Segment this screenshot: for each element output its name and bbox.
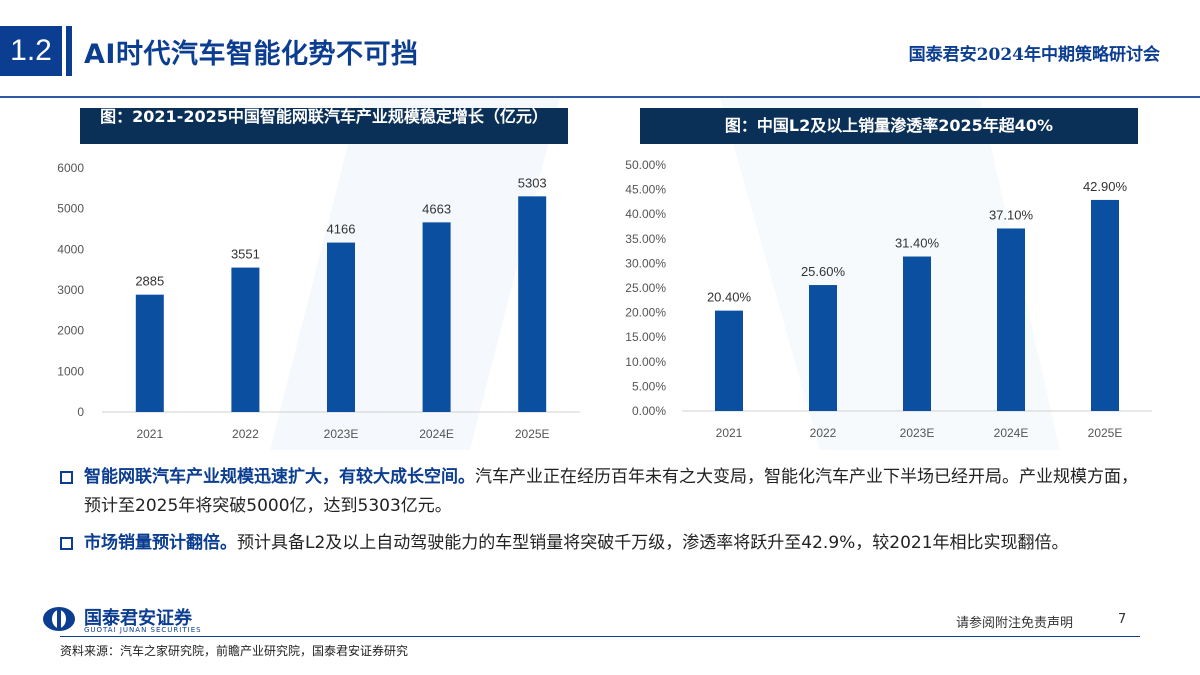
chart-2-header: 图：中国L2及以上销量渗透率2025年超40% — [640, 108, 1138, 144]
data-label: 20.40% — [707, 290, 752, 305]
y-tick-label: 2000 — [57, 324, 84, 338]
bar — [997, 228, 1025, 411]
y-tick-label: 15.00% — [625, 330, 666, 344]
bullet-item: 市场销量预计翻倍。预计具备L2及以上自动驾驶能力的车型销量将突破千万级，渗透率将… — [60, 529, 1150, 558]
disclaimer-link[interactable]: 请参阅附注免责声明 — [956, 616, 1074, 631]
data-label: 4166 — [327, 222, 356, 237]
y-tick-label: 40.00% — [625, 207, 666, 221]
bar — [135, 294, 164, 412]
logo-subtitle: GUOTAI JUNAN SECURITIES — [84, 626, 202, 634]
x-tick-label: 2023E — [324, 427, 359, 441]
bar — [1091, 199, 1119, 411]
x-tick-label: 2025E — [515, 427, 550, 441]
y-tick-label: 45.00% — [625, 183, 666, 197]
y-tick-label: 5.00% — [632, 379, 666, 393]
x-tick-label: 2025E — [1088, 426, 1123, 440]
y-tick-label: 10.00% — [625, 355, 666, 369]
y-tick-label: 0 — [77, 405, 84, 419]
industry-scale-bar-chart: 0 1000 2000 3000 4000 5000 6000 2885 2021 3551 202… — [57, 161, 580, 441]
bullet-body: 预计具备L2及以上自动驾驶能力的车型销量将突破千万级，渗透率将跃升至42.9%，… — [237, 533, 1069, 553]
data-label: 3551 — [231, 247, 260, 262]
bullet-square-icon — [60, 537, 73, 550]
y-tick-label: 30.00% — [625, 256, 666, 270]
y-tick-label: 1000 — [57, 364, 84, 378]
event-title: 国泰君安2024年中期策略研讨会 — [908, 45, 1160, 65]
data-label: 31.40% — [895, 236, 940, 251]
data-label: 2885 — [135, 274, 164, 289]
footer-divider — [60, 636, 1140, 637]
y-tick-label: 5000 — [57, 202, 84, 216]
title-accent-bar — [66, 26, 72, 76]
data-label: 42.90% — [1083, 179, 1128, 194]
x-tick-label: 2021 — [136, 427, 163, 441]
bullet-heading: 市场销量预计翻倍。 — [84, 533, 237, 553]
y-tick-label: 6000 — [57, 161, 84, 175]
bar — [327, 242, 355, 412]
logo-mark-icon — [43, 607, 75, 631]
bar — [715, 310, 743, 411]
y-tick-label: 0.00% — [632, 404, 666, 418]
x-tick-label: 2024E — [419, 427, 454, 441]
page-number: 7 — [1118, 612, 1127, 627]
data-label: 37.10% — [989, 207, 1034, 222]
y-tick-label: 3000 — [57, 283, 84, 297]
bar — [809, 285, 837, 411]
source-note: 资料来源：汽车之家研究院，前瞻产业研究院，国泰君安证券研究 — [60, 644, 409, 658]
y-tick-label: 35.00% — [625, 232, 666, 246]
bar — [518, 196, 547, 412]
x-tick-label: 2021 — [716, 426, 743, 440]
bar — [903, 256, 931, 411]
y-tick-label: 4000 — [57, 242, 84, 256]
data-label: 4663 — [422, 201, 451, 216]
y-tick-label: 50.00% — [625, 158, 666, 172]
y-tick-label: 20.00% — [625, 306, 666, 320]
header-divider — [0, 96, 1200, 98]
x-tick-label: 2024E — [994, 426, 1029, 440]
data-label: 25.60% — [801, 264, 846, 279]
page-title: AI时代汽车智能化势不可挡 — [84, 39, 419, 70]
bar — [231, 267, 260, 412]
bullet-item: 智能网联汽车产业规模迅速扩大，有较大成长空间。汽车产业正在经历百年未有之大变局，… — [60, 463, 1150, 521]
logo-name: 国泰君安证券 — [84, 608, 192, 629]
chart-1-header: 图：2021-2025中国智能网联汽车产业规模稳定增长（亿元） — [80, 108, 568, 144]
bullet-square-icon — [60, 471, 73, 484]
y-tick-label: 25.00% — [625, 281, 666, 295]
l2-penetration-bar-chart: 0.00% 5.00% 10.00% 15.00% 20.00% 25.00% 30.00%… — [625, 158, 1152, 440]
bullet-body: 汽车产业正在经历百年未有之大变局，智能化汽车产业下半场已经开局。产业规模方面，预… — [84, 467, 1138, 516]
bullet-list: 智能网联汽车产业规模迅速扩大，有较大成长空间。汽车产业正在经历百年未有之大变局，… — [60, 463, 1150, 566]
bullet-heading: 智能网联汽车产业规模迅速扩大，有较大成长空间。 — [84, 467, 475, 487]
section-number: 1.2 — [0, 26, 62, 76]
data-label: 5303 — [518, 175, 547, 190]
x-tick-label: 2022 — [232, 427, 259, 441]
x-tick-label: 2022 — [810, 426, 837, 440]
bar — [422, 222, 451, 412]
x-tick-label: 2023E — [900, 426, 935, 440]
